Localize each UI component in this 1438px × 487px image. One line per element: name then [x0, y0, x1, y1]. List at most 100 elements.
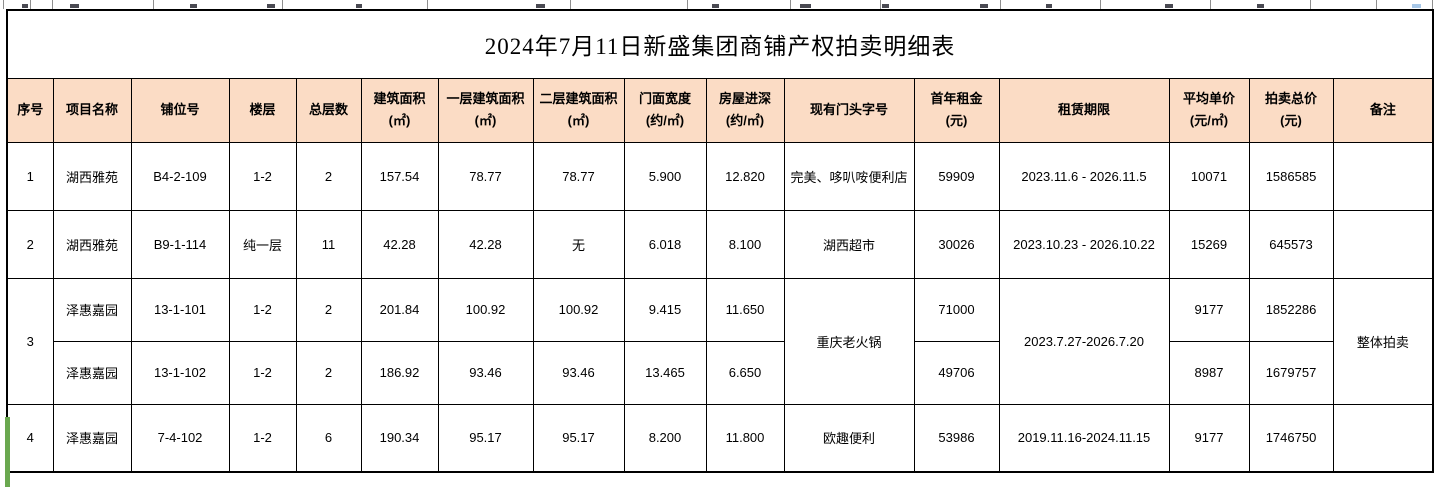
- cell-shop-no[interactable]: B9-1-114: [130, 209, 230, 279]
- text-fragment: [712, 4, 719, 8]
- cell-width[interactable]: 5.900: [623, 141, 707, 211]
- cell-area-f2[interactable]: 无: [532, 209, 625, 279]
- cell-lease[interactable]: 2023.11.6 - 2026.11.5: [998, 141, 1170, 211]
- clipped-row-strip: [0, 0, 1438, 9]
- cell-area-f2[interactable]: 78.77: [532, 141, 625, 211]
- cell-area-f2[interactable]: 95.17: [532, 403, 625, 473]
- cell-unit-price[interactable]: 8987: [1168, 340, 1250, 405]
- cell-rent[interactable]: 30026: [913, 209, 1000, 279]
- col-header-unit-price[interactable]: 平均单价 (元/㎡): [1168, 77, 1250, 143]
- text-fragment: [800, 4, 811, 8]
- col-header-seq[interactable]: 序号: [6, 77, 54, 143]
- cell-depth[interactable]: 6.650: [705, 340, 785, 405]
- cell-tenant[interactable]: 重庆老火锅: [783, 277, 915, 405]
- col-label: 备注: [1369, 101, 1396, 117]
- cell-total-price[interactable]: 1679757: [1248, 340, 1334, 405]
- cell-total-price[interactable]: 1746750: [1248, 403, 1334, 473]
- cell-depth[interactable]: 11.650: [705, 277, 785, 342]
- col-header-width[interactable]: 门面宽度 (约/㎡): [623, 77, 707, 143]
- cell-floor[interactable]: 1-2: [228, 277, 297, 342]
- cell-unit-price[interactable]: 9177: [1168, 277, 1250, 342]
- cell-shop-no[interactable]: 13-1-102: [130, 340, 230, 405]
- col-header-shop-no[interactable]: 铺位号: [130, 77, 230, 143]
- cell-tenant[interactable]: 欧趣便利: [783, 403, 915, 473]
- cell-seq[interactable]: 2: [6, 209, 54, 279]
- cell-lease[interactable]: 2019.11.16-2024.11.15: [998, 403, 1170, 473]
- col-header-area[interactable]: 建筑面积 (㎡): [360, 77, 439, 143]
- col-header-total-price[interactable]: 拍卖总价 (元): [1248, 77, 1334, 143]
- cell-total-price[interactable]: 645573: [1248, 209, 1334, 279]
- cell-area-f1[interactable]: 100.92: [437, 277, 534, 342]
- cell-rent[interactable]: 71000: [913, 277, 1000, 342]
- cell-area-f1[interactable]: 42.28: [437, 209, 534, 279]
- cell-depth[interactable]: 8.100: [705, 209, 785, 279]
- col-header-lease[interactable]: 租赁期限: [998, 77, 1170, 143]
- cell-shop-no[interactable]: 13-1-101: [130, 277, 230, 342]
- cell-note[interactable]: [1332, 209, 1434, 279]
- col-unit: (㎡): [388, 113, 411, 128]
- cell-tenant[interactable]: 完美、哆叭咹便利店: [783, 141, 915, 211]
- cell-width[interactable]: 13.465: [623, 340, 707, 405]
- col-header-depth[interactable]: 房屋进深 (约/㎡): [705, 77, 785, 143]
- cell-tenant[interactable]: 湖西超市: [783, 209, 915, 279]
- cell-area-f1[interactable]: 78.77: [437, 141, 534, 211]
- cell-unit-price[interactable]: 15269: [1168, 209, 1250, 279]
- col-header-note[interactable]: 备注: [1332, 77, 1434, 143]
- cell-rent[interactable]: 59909: [913, 141, 1000, 211]
- cell-seq[interactable]: 4: [6, 403, 54, 473]
- cell-seq[interactable]: 1: [6, 141, 54, 211]
- cell-project[interactable]: 湖西雅苑: [52, 209, 132, 279]
- cell-area-f1[interactable]: 95.17: [437, 403, 534, 473]
- cell-area[interactable]: 42.28: [360, 209, 439, 279]
- cell-total-price[interactable]: 1852286: [1248, 277, 1334, 342]
- col-header-rent[interactable]: 首年租金 (元): [913, 77, 1000, 143]
- cell-floor[interactable]: 1-2: [228, 340, 297, 405]
- cell-total-floors[interactable]: 2: [295, 141, 362, 211]
- cell-floor[interactable]: 1-2: [228, 403, 297, 473]
- cell-project[interactable]: 泽惠嘉园: [52, 403, 132, 473]
- col-header-tenant[interactable]: 现有门头字号: [783, 77, 915, 143]
- col-label: 平均单价: [1182, 90, 1235, 106]
- cell-shop-no[interactable]: B4-2-109: [130, 141, 230, 211]
- cell-floor[interactable]: 1-2: [228, 141, 297, 211]
- cell-shop-no[interactable]: 7-4-102: [130, 403, 230, 473]
- cell-area[interactable]: 190.34: [360, 403, 439, 473]
- cell-lease[interactable]: 2023.7.27-2026.7.20: [998, 277, 1170, 405]
- cell-width[interactable]: 8.200: [623, 403, 707, 473]
- cell-area[interactable]: 186.92: [360, 340, 439, 405]
- cell-note[interactable]: 整体拍卖: [1332, 277, 1434, 405]
- table-title[interactable]: 2024年7月11日新盛集团商铺产权拍卖明细表: [6, 9, 1434, 79]
- cell-total-floors[interactable]: 6: [295, 403, 362, 473]
- cell-total-floors[interactable]: 2: [295, 340, 362, 405]
- cell-unit-price[interactable]: 9177: [1168, 403, 1250, 473]
- col-label: 房屋进深: [718, 90, 771, 106]
- cell-width[interactable]: 6.018: [623, 209, 707, 279]
- col-header-total-floors[interactable]: 总层数: [295, 77, 362, 143]
- cell-total-price[interactable]: 1586585: [1248, 141, 1334, 211]
- col-header-project[interactable]: 项目名称: [52, 77, 132, 143]
- cell-rent[interactable]: 53986: [913, 403, 1000, 473]
- cell-total-floors[interactable]: 2: [295, 277, 362, 342]
- col-header-floor[interactable]: 楼层: [228, 77, 297, 143]
- cell-note[interactable]: [1332, 141, 1434, 211]
- col-header-area-f2[interactable]: 二层建筑面积 (㎡): [532, 77, 625, 143]
- cell-lease[interactable]: 2023.10.23 - 2026.10.22: [998, 209, 1170, 279]
- cell-depth[interactable]: 12.820: [705, 141, 785, 211]
- cell-project[interactable]: 泽惠嘉园: [52, 277, 132, 342]
- col-header-area-f1[interactable]: 一层建筑面积 (㎡): [437, 77, 534, 143]
- cell-seq[interactable]: 3: [6, 277, 54, 405]
- cell-area-f2[interactable]: 93.46: [532, 340, 625, 405]
- cell-total-floors[interactable]: 11: [295, 209, 362, 279]
- cell-area-f1[interactable]: 93.46: [437, 340, 534, 405]
- cell-project[interactable]: 湖西雅苑: [52, 141, 132, 211]
- cell-area[interactable]: 157.54: [360, 141, 439, 211]
- cell-floor[interactable]: 纯一层: [228, 209, 297, 279]
- cell-rent[interactable]: 49706: [913, 340, 1000, 405]
- cell-note[interactable]: [1332, 403, 1434, 473]
- cell-width[interactable]: 9.415: [623, 277, 707, 342]
- cell-unit-price[interactable]: 10071: [1168, 141, 1250, 211]
- cell-depth[interactable]: 11.800: [705, 403, 785, 473]
- cell-area-f2[interactable]: 100.92: [532, 277, 625, 342]
- cell-area[interactable]: 201.84: [360, 277, 439, 342]
- cell-project[interactable]: 泽惠嘉园: [52, 340, 132, 405]
